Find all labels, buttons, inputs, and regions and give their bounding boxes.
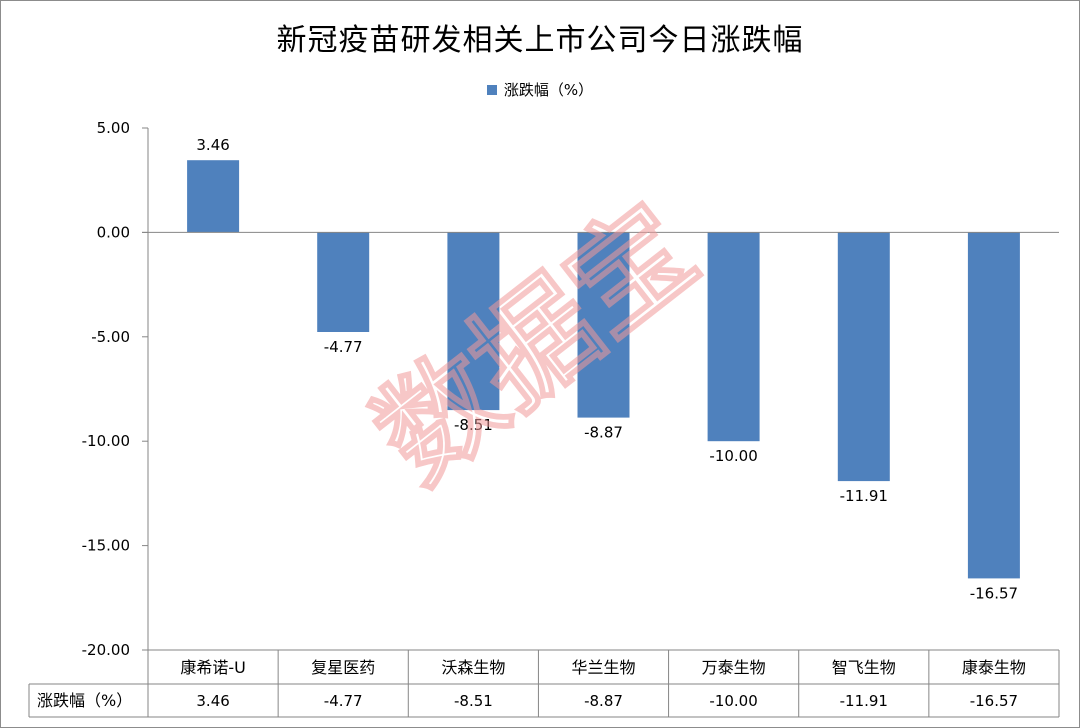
bar-4	[707, 232, 760, 442]
table-value-3: -8.87	[584, 692, 623, 710]
data-label-5: -11.91	[840, 487, 888, 505]
table-value-6: -16.57	[970, 692, 1018, 710]
legend-swatch	[486, 85, 497, 95]
legend: 涨跌幅（%）	[1, 79, 1079, 100]
bar-5	[837, 232, 890, 482]
bar-1	[317, 232, 370, 332]
category-label-4: 万泰生物	[702, 658, 766, 677]
category-label-5: 智飞生物	[832, 658, 896, 677]
category-label-3: 华兰生物	[571, 658, 635, 677]
bar-2	[447, 232, 500, 411]
y-tick-label-3: -10.00	[82, 432, 130, 450]
y-tick-label-5: -20.00	[82, 641, 130, 659]
category-label-2: 沃森生物	[441, 658, 505, 677]
y-tick-label-0: 5.00	[97, 119, 130, 137]
y-tick-label-1: 0.00	[97, 223, 130, 241]
category-label-6: 康泰生物	[962, 658, 1026, 677]
bar-0	[187, 160, 240, 233]
table-value-1: -4.77	[324, 692, 363, 710]
data-label-3: -8.87	[584, 424, 623, 442]
bar-6	[967, 232, 1020, 579]
data-label-2: -8.51	[454, 416, 493, 434]
y-tick-label-4: -15.00	[82, 537, 130, 555]
table-value-2: -8.51	[454, 692, 493, 710]
table-value-5: -11.91	[840, 692, 888, 710]
data-label-1: -4.77	[324, 338, 363, 356]
table-value-4: -10.00	[709, 692, 757, 710]
category-label-0: 康希诺-U	[180, 658, 246, 677]
category-label-1: 复星医药	[311, 658, 375, 677]
table-series-label: 涨跌幅（%）	[37, 691, 132, 710]
legend-label: 涨跌幅（%）	[503, 81, 594, 99]
y-tick-label-2: -5.00	[91, 328, 130, 346]
table-value-0: 3.46	[196, 692, 229, 710]
watermark: 数据宝	[351, 178, 720, 509]
data-label-0: 3.46	[196, 136, 229, 154]
data-label-4: -10.00	[709, 447, 757, 465]
data-label-6: -16.57	[970, 584, 1018, 602]
bar-3	[577, 232, 630, 418]
chart-title: 新冠疫苗研发相关上市公司今日涨跌幅	[276, 23, 804, 58]
